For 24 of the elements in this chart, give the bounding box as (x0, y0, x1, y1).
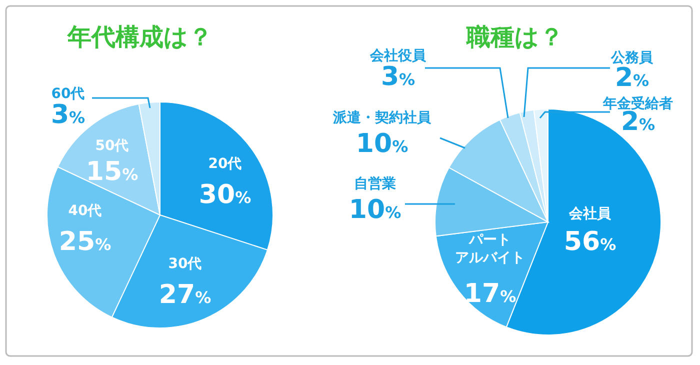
slice-label: 50代 (95, 138, 129, 154)
chart-title: 年代構成は？ (66, 23, 212, 51)
slice-label: 20代 (208, 156, 242, 172)
data-label: 30% (198, 180, 252, 210)
slice-label: 会社員 (568, 206, 612, 222)
data-label: 17% (464, 279, 516, 309)
slice-label: 自営業 (354, 176, 396, 192)
slice-label: 公務員 (610, 50, 654, 66)
chart-title: 職種は？ (466, 23, 564, 51)
slice-label: 30代 (168, 256, 202, 272)
data-label: 3% (380, 62, 416, 92)
data-label: 27% (158, 280, 212, 310)
data-label: 3% (50, 100, 86, 130)
data-label: 56% (564, 227, 616, 257)
data-label: 2% (614, 63, 650, 93)
slice-label: 派遣・契約社員 (332, 110, 432, 126)
data-label: 10% (356, 129, 408, 159)
slice-label: 会社役員 (369, 48, 427, 64)
data-label: 25% (58, 227, 112, 257)
data-label: 10% (348, 195, 402, 225)
slice-label: 60代 (51, 86, 85, 102)
data-label: 15% (86, 157, 138, 187)
slice-label: 40代 (68, 203, 102, 219)
slice-label: パートアルバイト (455, 232, 525, 266)
